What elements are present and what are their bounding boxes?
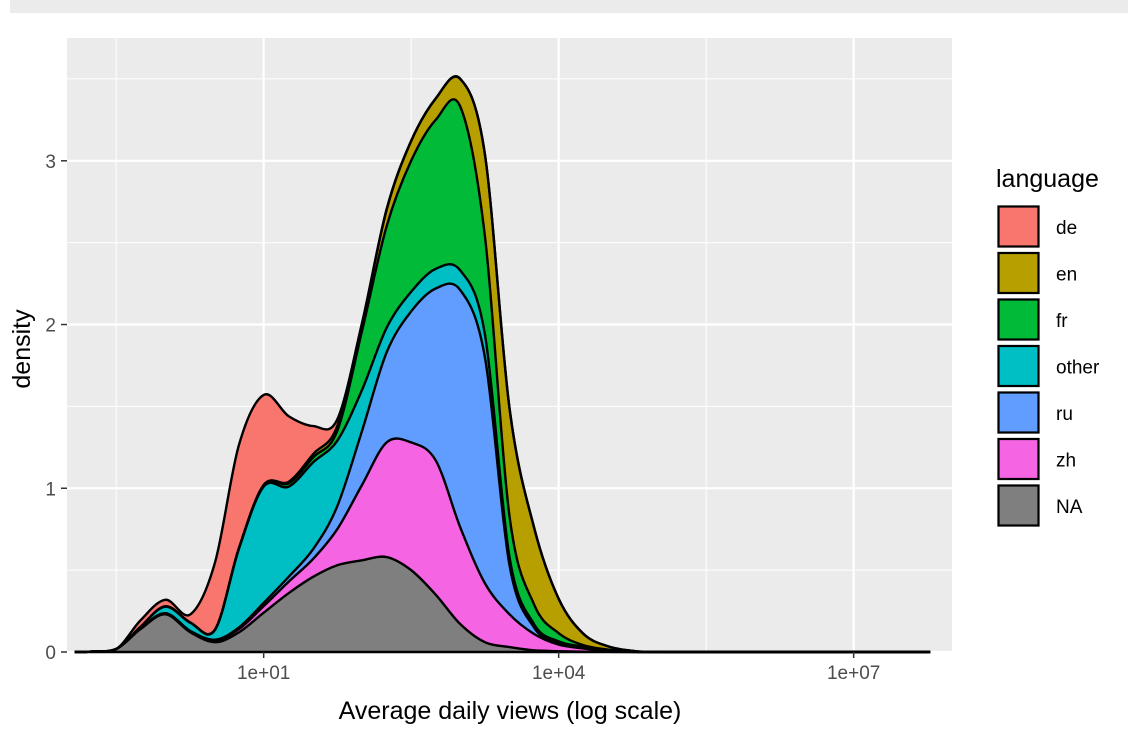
legend-label-fr: fr xyxy=(1056,311,1068,332)
legend-swatch-en xyxy=(997,251,1040,295)
legend-swatch-de xyxy=(997,205,1040,248)
y-axis: 0 1 2 3 xyxy=(45,152,67,664)
area-zh xyxy=(74,438,931,653)
legend-swatch-other xyxy=(997,344,1040,388)
legend: language de en fr other ru zh NA xyxy=(996,165,1100,527)
legend-swatch-fr xyxy=(997,298,1040,341)
y-tick-label: 3 xyxy=(45,152,56,173)
area-NA xyxy=(74,556,931,653)
legend-swatch-NA xyxy=(997,484,1040,527)
area-en xyxy=(74,76,931,653)
legend-title: language xyxy=(996,165,1099,193)
legend-swatch-zh xyxy=(997,437,1040,481)
y-tick-label: 2 xyxy=(45,316,56,337)
y-tick-label: 0 xyxy=(45,643,56,664)
x-tick-label: 1e+01 xyxy=(237,663,290,684)
x-axis: 1e+01 1e+04 1e+07 xyxy=(237,652,880,684)
legend-label-en: en xyxy=(1056,265,1077,286)
x-tick-label: 1e+04 xyxy=(532,663,586,684)
area-outlines xyxy=(74,75,931,654)
y-tick-label: 1 xyxy=(45,479,56,500)
legend-label-zh: zh xyxy=(1056,451,1076,472)
x-tick-label: 1e+07 xyxy=(827,663,880,684)
x-axis-title: Average daily views (log scale) xyxy=(339,697,682,725)
title-strip xyxy=(10,0,1128,13)
area-other xyxy=(74,264,931,653)
outline-de xyxy=(74,75,931,654)
legend-label-ru: ru xyxy=(1056,404,1073,425)
legend-label-other: other xyxy=(1056,358,1100,379)
legend-swatch-ru xyxy=(997,391,1040,434)
legend-label-de: de xyxy=(1056,218,1077,239)
stacked-areas xyxy=(74,76,931,653)
y-axis-title: density xyxy=(8,309,36,389)
legend-label-NA: NA xyxy=(1056,497,1083,518)
area-ru xyxy=(74,283,931,653)
